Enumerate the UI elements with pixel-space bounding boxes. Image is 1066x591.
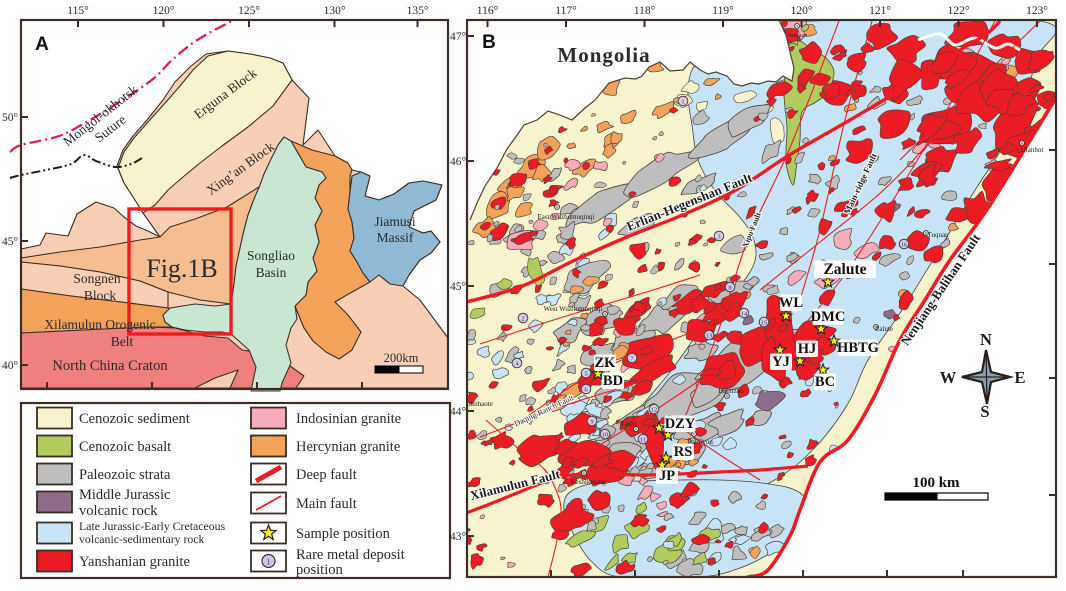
svg-text:Fig.1B: Fig.1B: [146, 254, 218, 283]
svg-text:S: S: [980, 402, 989, 421]
svg-text:7: 7: [630, 355, 634, 362]
svg-text:Cenozoic basalt: Cenozoic basalt: [79, 439, 171, 455]
svg-text:4: 4: [515, 360, 519, 367]
svg-text:Balinyou: Balinyou: [687, 438, 713, 446]
svg-text:Xilinhaote: Xilinhaote: [463, 400, 493, 408]
svg-text:1: 1: [681, 98, 684, 105]
svg-text:Xilamulun Orogenic: Xilamulun Orogenic: [44, 317, 155, 332]
svg-text:ZK: ZK: [595, 355, 617, 371]
svg-text:9: 9: [590, 418, 593, 425]
svg-text:135°: 135°: [407, 5, 429, 17]
svg-text:volcanic-sedimentary rock: volcanic-sedimentary rock: [79, 532, 205, 546]
svg-text:Zalute: Zalute: [823, 261, 866, 278]
svg-text:Belt: Belt: [111, 334, 134, 349]
svg-text:JP: JP: [659, 468, 675, 484]
svg-text:43°: 43°: [450, 531, 467, 543]
svg-text:Rare metal deposit: Rare metal deposit: [296, 547, 405, 563]
svg-text:Yanshanian granite: Yanshanian granite: [79, 554, 190, 570]
svg-text:Massif: Massif: [377, 230, 414, 245]
svg-text:Deep fault: Deep fault: [296, 467, 357, 483]
svg-text:East Wuzhumuqinqi: East Wuzhumuqinqi: [538, 213, 595, 221]
svg-text:DMC: DMC: [811, 309, 846, 325]
svg-text:117°: 117°: [555, 5, 577, 17]
svg-text:Late Jurassic-Early Cretaceous: Late Jurassic-Early Cretaceous: [79, 519, 225, 533]
svg-text:121°: 121°: [869, 5, 891, 17]
svg-text:14: 14: [741, 310, 748, 317]
svg-text:Hercynian granite: Hercynian granite: [296, 439, 400, 455]
svg-text:Main fault: Main fault: [296, 496, 357, 512]
svg-text:Block: Block: [84, 288, 116, 303]
svg-text:8: 8: [728, 284, 731, 291]
svg-text:Songnen: Songnen: [73, 271, 121, 286]
svg-text:BC: BC: [815, 374, 835, 390]
svg-text:15: 15: [761, 319, 768, 326]
svg-text:North China Craton: North China Craton: [52, 358, 168, 374]
svg-text:volcanic rock: volcanic rock: [79, 503, 158, 519]
svg-text:Mongolia: Mongolia: [557, 43, 650, 67]
svg-text:123°: 123°: [1026, 5, 1048, 17]
svg-text:Cenozoic sediment: Cenozoic sediment: [79, 411, 190, 427]
svg-text:125°: 125°: [238, 5, 260, 17]
svg-text:2: 2: [521, 315, 524, 322]
svg-text:West Wuzhumuqinqi: West Wuzhumuqinqi: [544, 305, 603, 313]
svg-text:Ulanhot: Ulanhot: [1021, 146, 1044, 154]
svg-text:Jiamusi: Jiamusi: [374, 214, 416, 229]
svg-text:44°: 44°: [450, 406, 467, 418]
svg-text:W: W: [940, 368, 957, 387]
svg-text:Indosinian granite: Indosinian granite: [296, 411, 401, 427]
svg-text:BD: BD: [603, 373, 623, 389]
svg-text:46°: 46°: [450, 156, 467, 168]
svg-text:B: B: [482, 32, 496, 53]
svg-text:50°: 50°: [2, 112, 19, 124]
svg-text:Keshiketeng: Keshiketeng: [571, 478, 606, 486]
svg-text:Aershan: Aershan: [787, 33, 807, 39]
svg-text:116°: 116°: [477, 5, 499, 17]
svg-text:100 km: 100 km: [912, 475, 960, 491]
svg-text:1: 1: [267, 558, 271, 567]
svg-text:120°: 120°: [791, 5, 813, 17]
svg-text:118°: 118°: [634, 5, 656, 17]
svg-text:Songliao: Songliao: [247, 248, 295, 263]
svg-text:115°: 115°: [67, 5, 89, 17]
svg-text:120°: 120°: [153, 5, 175, 17]
svg-text:5: 5: [584, 370, 587, 377]
svg-text:11: 11: [640, 436, 646, 443]
svg-text:45°: 45°: [450, 281, 467, 293]
svg-text:A: A: [35, 34, 49, 55]
svg-text:Middle Jurassic: Middle Jurassic: [79, 487, 170, 503]
svg-text:position: position: [296, 562, 343, 578]
svg-text:47°: 47°: [450, 31, 467, 43]
svg-text:10: 10: [602, 431, 609, 438]
svg-text:40°: 40°: [2, 360, 19, 372]
svg-text:Sample position: Sample position: [296, 526, 391, 542]
svg-text:Zalute: Zalute: [875, 325, 893, 333]
svg-text:45°: 45°: [2, 236, 19, 248]
svg-text:Basin: Basin: [256, 265, 287, 280]
svg-text:RS: RS: [674, 444, 693, 460]
svg-text:HBTG: HBTG: [837, 340, 879, 356]
svg-text:Balinzuo: Balinzuo: [718, 387, 744, 395]
svg-text:HJ: HJ: [798, 341, 817, 357]
svg-text:200km: 200km: [384, 351, 419, 365]
svg-text:Tuquan: Tuquan: [927, 231, 949, 239]
svg-text:12: 12: [651, 406, 658, 413]
svg-text:Linxi: Linxi: [621, 420, 636, 428]
svg-text:Paleozoic strata: Paleozoic strata: [79, 467, 171, 483]
svg-text:DZY: DZY: [665, 416, 696, 432]
svg-text:13: 13: [706, 332, 713, 339]
svg-text:6: 6: [584, 386, 588, 393]
svg-text:3: 3: [717, 233, 720, 240]
svg-text:E: E: [1014, 368, 1025, 387]
svg-text:122°: 122°: [948, 5, 970, 17]
svg-text:YJ: YJ: [772, 354, 790, 370]
svg-text:16: 16: [901, 241, 908, 248]
svg-text:N: N: [980, 330, 992, 349]
svg-text:WL: WL: [779, 295, 804, 311]
svg-text:119°: 119°: [712, 5, 734, 17]
svg-text:130°: 130°: [324, 5, 346, 17]
